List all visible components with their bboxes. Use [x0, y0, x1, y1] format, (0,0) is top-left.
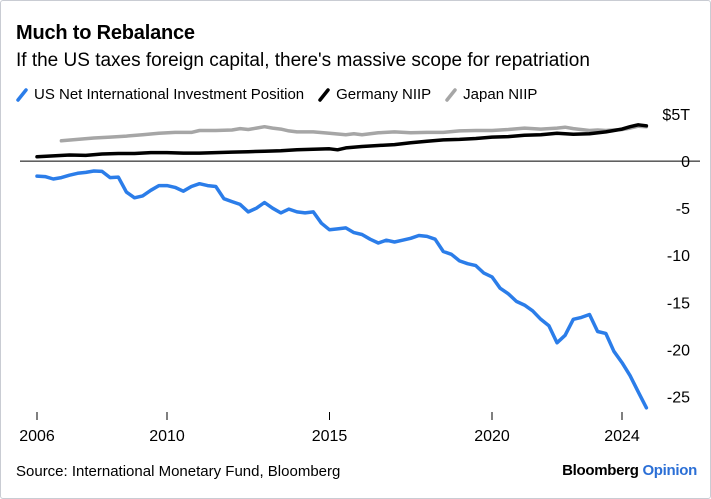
y-tick-label: -15: [667, 295, 690, 312]
legend-label-japan: Japan NIIP: [463, 86, 538, 103]
legend-swatch-germany: [318, 87, 330, 102]
chart-subtitle: If the US taxes foreign capital, there's…: [16, 50, 590, 71]
legend-swatch-us: [16, 87, 28, 102]
japan-niip-line: [59, 124, 649, 143]
page-title: Much to Rebalance: [16, 22, 195, 44]
legend-label-germany: Germany NIIP: [336, 86, 432, 103]
us-niip-line: [35, 169, 649, 410]
x-tick-label: 2006: [19, 428, 55, 445]
y-tick-label: -10: [667, 248, 690, 265]
x-tick-label: 2015: [312, 428, 348, 445]
source-note: Source: International Monetary Fund, Blo…: [16, 463, 341, 480]
y-tick-label: -20: [667, 342, 690, 359]
legend-label-us: US Net International Investment Position: [34, 86, 305, 103]
chart-legend: US Net International Investment Position…: [16, 86, 551, 103]
x-tick-label: 2020: [474, 428, 510, 445]
y-tick-label: 0: [681, 154, 690, 171]
germany-niip-line: [35, 123, 649, 159]
legend-swatch-japan: [445, 87, 457, 102]
legend-item-germany: Germany NIIP: [318, 86, 431, 103]
legend-item-japan: Japan NIIP: [445, 86, 537, 103]
brand-main: Bloomberg: [562, 462, 639, 479]
y-tick-label: -5: [676, 201, 690, 218]
y-tick-label: $5T: [662, 107, 690, 124]
y-tick-label: -25: [667, 389, 690, 406]
brand-accent: Opinion: [642, 462, 697, 479]
legend-item-us: US Net International Investment Position: [16, 86, 304, 103]
x-tick-label: 2010: [149, 428, 185, 445]
x-tick-label: 2024: [604, 428, 640, 445]
brand-logo: Bloomberg Opinion: [562, 462, 697, 479]
